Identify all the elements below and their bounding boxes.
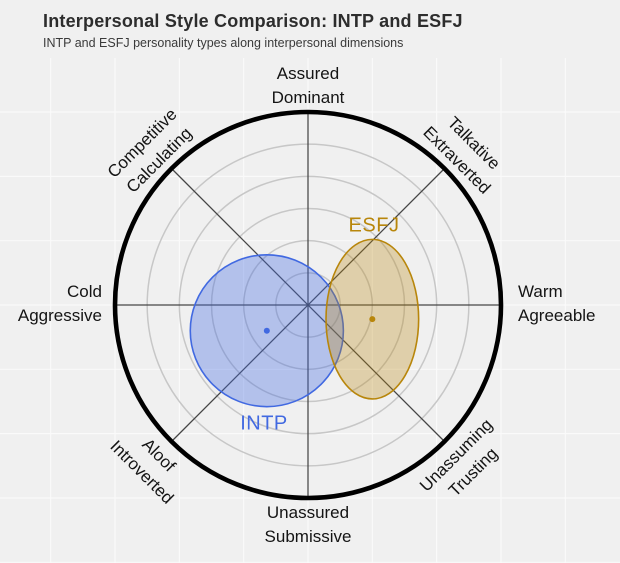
center-dot-intp <box>263 327 270 334</box>
page-subtitle: INTP and ESFJ personality types along in… <box>43 36 404 50</box>
series-label-esfj: ESFJ <box>348 214 400 237</box>
axis-label-line: Assured <box>276 64 340 83</box>
axis-label-unassured-submissive: Unassured Submissive <box>265 501 352 549</box>
axis-label-line: Unassured <box>266 503 350 522</box>
axis-label-warm-agreeable: Warm Agreeable <box>518 280 596 328</box>
center-dot-esfj <box>369 316 376 323</box>
axis-label-line: Warm <box>518 282 563 301</box>
axis-diagonal <box>169 166 447 444</box>
axis-label-assured-dominant: Assured Dominant <box>272 62 345 110</box>
axis-label-line: Aggressive <box>17 306 102 325</box>
page-title: Interpersonal Style Comparison: INTP and… <box>43 11 463 31</box>
axis-label-line: Agreeable <box>518 306 596 325</box>
axis-label-line: Dominant <box>271 88 345 107</box>
series-label-intp: INTP <box>240 412 288 435</box>
outer-circle <box>112 109 504 501</box>
axis-label-line: Cold <box>67 282 102 301</box>
axis-label-line: Submissive <box>264 527 352 546</box>
axis-label-cold-aggressive: Cold Aggressive <box>18 280 102 328</box>
